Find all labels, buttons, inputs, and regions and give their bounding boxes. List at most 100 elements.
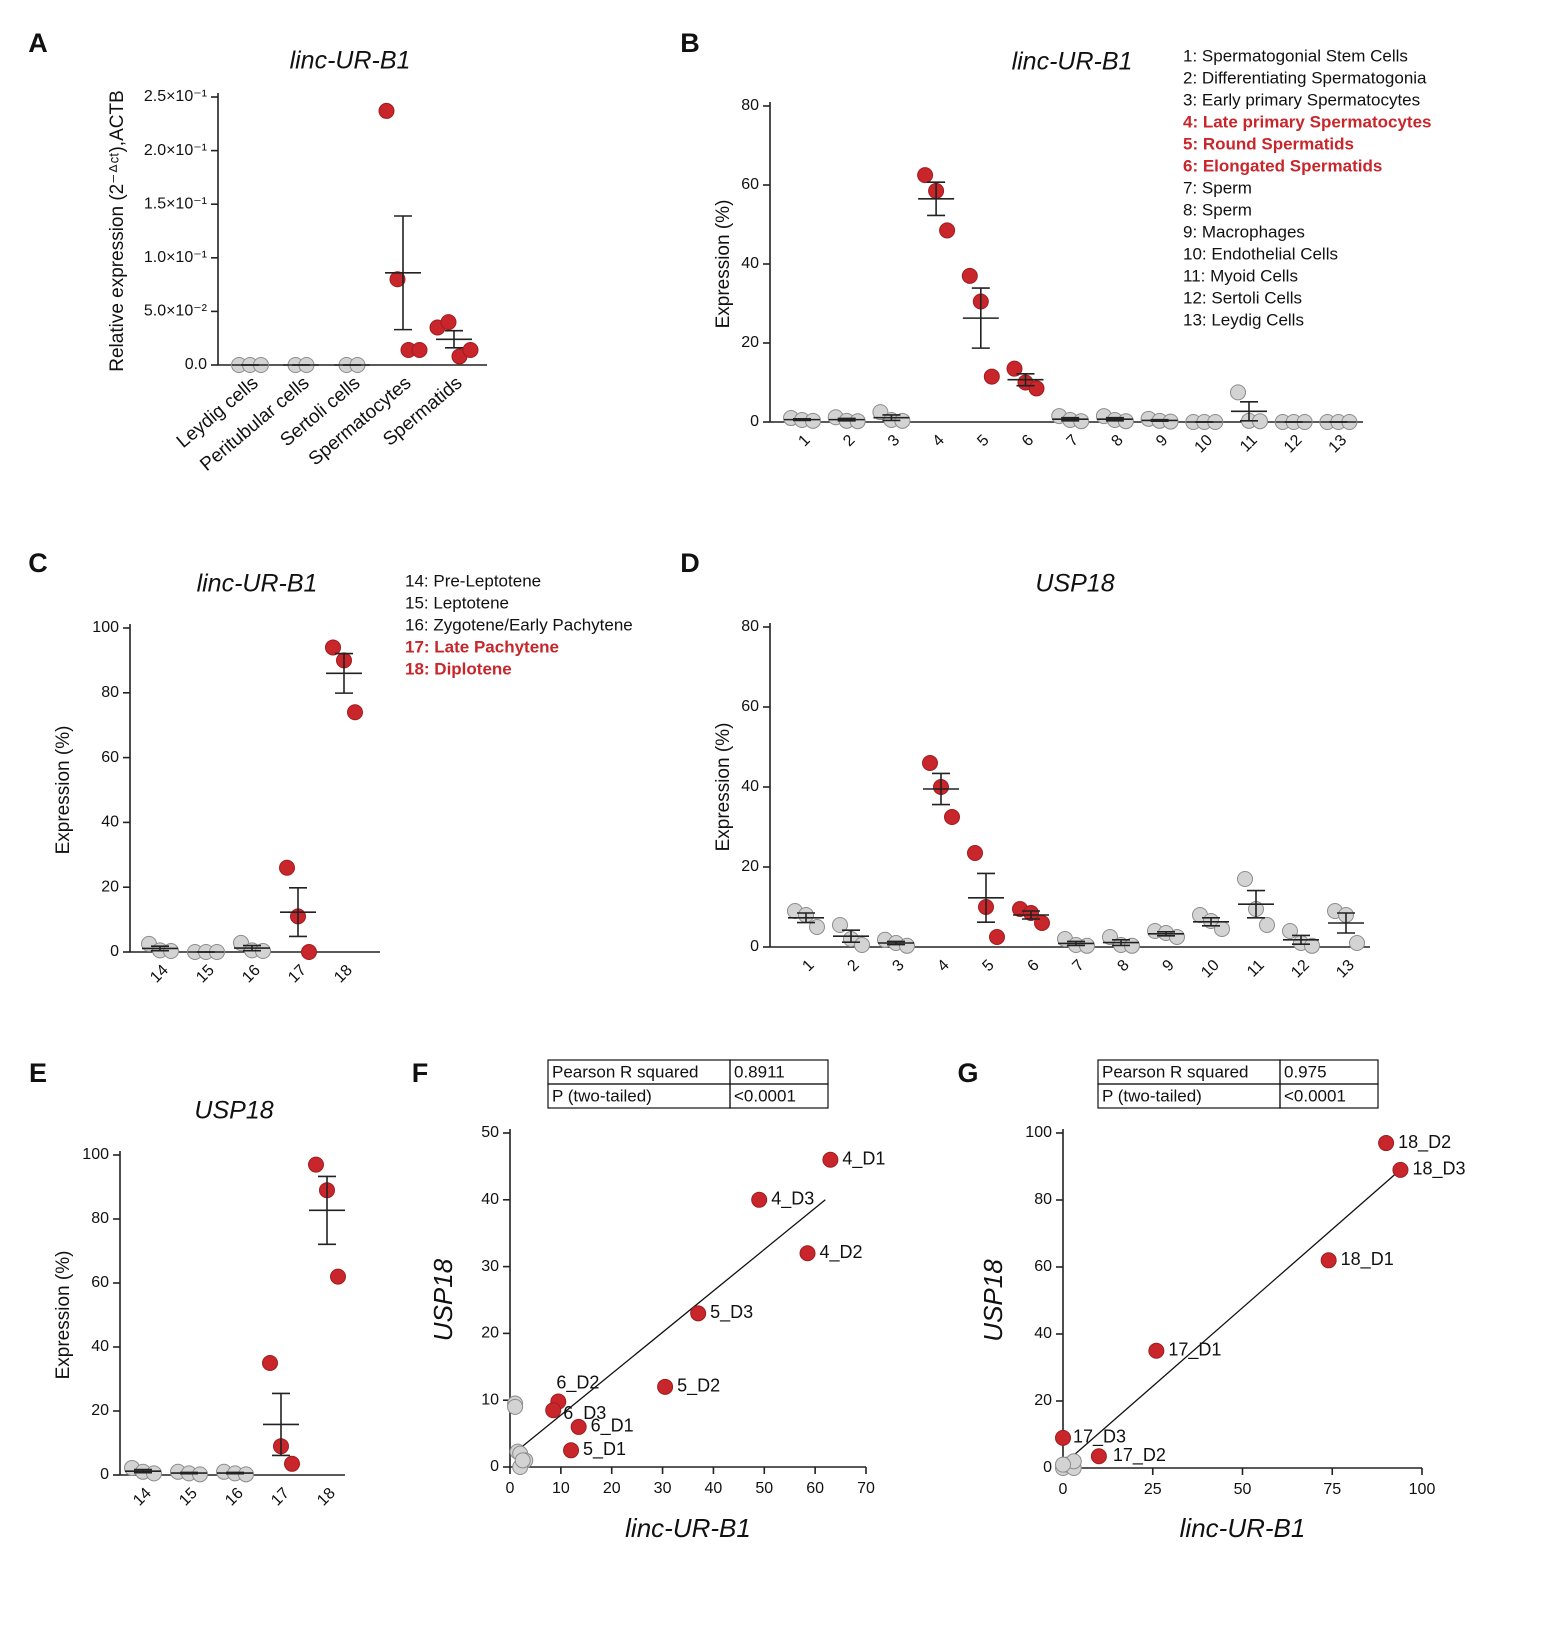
dot	[1028, 380, 1045, 397]
table-cell	[729, 1083, 829, 1109]
x-tick-label: 11	[1244, 957, 1268, 981]
x-tick-label: 1	[795, 432, 813, 450]
y-tick-label: 40	[741, 778, 759, 795]
y-tick-label: 2.5×10⁻¹	[144, 88, 207, 105]
y-axis-label: USP18	[428, 1258, 458, 1341]
y-tick-label: 20	[101, 878, 119, 895]
point-label: 4_D1	[842, 1148, 885, 1169]
y-tick-label: 100	[1025, 1124, 1052, 1141]
key-item: 15: Leptotene	[405, 593, 509, 612]
y-tick-label: 30	[481, 1258, 499, 1275]
y-tick-label: 80	[101, 684, 119, 701]
x-tick-label: 18	[331, 962, 356, 987]
y-tick-label: 0.0	[185, 356, 207, 373]
x-tick-label: 13	[1333, 957, 1358, 982]
table-text: <0.0001	[734, 1086, 796, 1105]
dot	[832, 917, 848, 933]
point-label: 5_D2	[677, 1376, 720, 1397]
key-item: 18: Diplotene	[405, 659, 512, 678]
x-tick-label: 17	[268, 1485, 293, 1510]
point-label: 6_D1	[591, 1416, 634, 1437]
y-tick-label: 0	[490, 1458, 499, 1475]
y-tick-label: 80	[1034, 1191, 1052, 1208]
x-tick-label: 9	[1153, 432, 1171, 450]
x-tick-label: 14	[130, 1485, 155, 1510]
chart-title: linc-UR-B1	[290, 47, 411, 75]
x-tick-label: 8	[1114, 957, 1132, 975]
x-tick-label: 14	[147, 962, 172, 987]
x-tick-label: 50	[755, 1480, 773, 1497]
key-item: 17: Late Pachytene	[405, 637, 559, 656]
dot	[301, 944, 317, 960]
point	[507, 1398, 524, 1415]
x-tick-label: 5	[974, 432, 992, 450]
chart-title: linc-UR-B1	[1012, 48, 1133, 76]
table-cell	[1279, 1083, 1379, 1109]
x-tick-label: 10	[552, 1480, 570, 1497]
key-item: 10: Endothelial Cells	[1183, 244, 1338, 263]
point-label: 6_D3	[563, 1403, 606, 1424]
x-tick-label: 8	[1108, 432, 1126, 450]
panel-letter: B	[680, 28, 700, 58]
y-tick-label: 20	[481, 1325, 499, 1342]
dot	[378, 102, 395, 119]
x-tick-label: 11	[1237, 432, 1261, 456]
point-label: 5_D1	[583, 1439, 626, 1460]
key-item: 8: Sperm	[1183, 200, 1252, 219]
y-tick-label: 100	[92, 619, 119, 636]
x-tick-label: 0	[1059, 1481, 1068, 1498]
x-tick-label: 16	[239, 962, 264, 987]
x-tick-label: 40	[705, 1480, 723, 1497]
chart-title: USP18	[194, 1097, 273, 1125]
dot	[1349, 935, 1365, 951]
dot	[279, 859, 295, 876]
dot	[1259, 917, 1275, 933]
x-tick-label: 3	[885, 432, 903, 450]
y-tick-label: 20	[91, 1402, 109, 1419]
point	[514, 1452, 531, 1469]
x-tick-label: 100	[1409, 1481, 1436, 1498]
panel-letter: D	[680, 548, 700, 578]
point	[570, 1418, 587, 1435]
x-tick-label: 2	[840, 432, 858, 450]
dot	[262, 1355, 278, 1371]
dot	[917, 167, 934, 184]
y-tick-label: 60	[1034, 1258, 1052, 1275]
point	[799, 1245, 816, 1262]
key-item: 1: Spermatogonial Stem Cells	[1183, 46, 1408, 65]
x-tick-label: 15	[193, 962, 218, 987]
x-tick-label: 50	[1234, 1481, 1252, 1498]
dot	[462, 341, 479, 358]
key-item: 2: Differentiating Spermatogonia	[1183, 68, 1427, 87]
dot	[325, 639, 341, 656]
y-tick-label: 5.0×10⁻²	[144, 303, 208, 320]
x-tick-label: 17	[285, 962, 310, 987]
dot	[308, 1156, 324, 1173]
y-tick-label: 80	[741, 618, 759, 635]
y-axis-label: Expression (%)	[53, 726, 74, 855]
panel-letter: G	[957, 1058, 978, 1088]
dot	[1282, 923, 1298, 939]
dot	[411, 341, 428, 358]
y-axis-label: Relative expression (2⁻ᐞᶜᵗ),ACTB	[107, 90, 128, 372]
dot	[1006, 360, 1023, 377]
x-tick-label: 6	[1024, 957, 1042, 975]
y-tick-label: 100	[82, 1146, 109, 1163]
key-item: 7: Sperm	[1183, 178, 1252, 197]
point-label: 17_D2	[1113, 1445, 1166, 1466]
dot	[854, 937, 870, 953]
y-tick-label: 40	[1034, 1325, 1052, 1342]
panel-letter: E	[29, 1058, 47, 1088]
dot	[983, 368, 1000, 385]
panel-letter: C	[28, 548, 48, 578]
x-tick-label: 60	[806, 1480, 824, 1497]
x-tick-label: 16	[222, 1485, 247, 1510]
point	[1378, 1135, 1395, 1152]
dot	[1102, 929, 1118, 945]
dot	[967, 845, 983, 861]
dot	[233, 934, 249, 951]
y-tick-label: 1.0×10⁻¹	[144, 249, 207, 266]
x-tick-label: 0	[506, 1480, 515, 1497]
x-tick-label: 5	[979, 957, 997, 975]
